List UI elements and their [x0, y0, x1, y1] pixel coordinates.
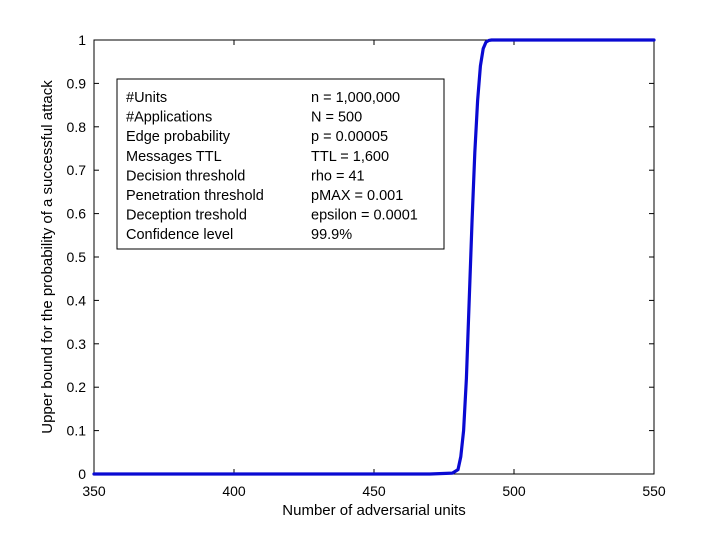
annotation-box: #Units n = 1,000,000 #Applications N = 500 E… [116, 78, 445, 250]
y-tick-label: 0.2 [67, 379, 87, 395]
annotation-value: pMAX = 0.001 [311, 188, 403, 204]
x-axis-ticks: 350 400 450 500 550 [82, 40, 666, 499]
annotation-value: rho = 41 [311, 168, 365, 184]
y-tick-label: 0.8 [67, 119, 87, 135]
annotation-value: n = 1,000,000 [311, 90, 400, 106]
annotation-label: Confidence level [126, 227, 233, 243]
y-tick-label: 0.5 [67, 249, 87, 265]
y-tick-label: 1 [78, 32, 86, 48]
x-tick-label: 550 [642, 483, 666, 499]
x-tick-label: 500 [502, 483, 526, 499]
annotation-label: Penetration threshold [126, 188, 264, 204]
series-layer [92, 38, 656, 476]
y-tick-label: 0.1 [67, 423, 87, 439]
annotation-label: #Applications [126, 110, 212, 126]
annotation-label: Edge probability [126, 129, 231, 145]
annotation-box-frame [116, 78, 445, 250]
annotation-value: epsilon = 0.0001 [311, 208, 418, 224]
series-line [92, 38, 656, 476]
annotation-value: p = 0.00005 [311, 129, 388, 145]
annotation-value: 99.9% [311, 227, 352, 243]
y-tick-label: 0.9 [67, 75, 87, 91]
y-axis-label: Upper bound for the probability of a suc… [39, 80, 56, 434]
annotation-value: N = 500 [311, 110, 362, 126]
y-tick-label: 0 [78, 466, 86, 482]
annotation-rows: #Units n = 1,000,000 #Applications N = 500 E… [126, 90, 418, 243]
annotation-label: Messages TTL [126, 149, 222, 165]
annotation-label: Deception treshold [126, 208, 247, 224]
y-tick-label: 0.3 [67, 336, 87, 352]
annotation-label: Decision threshold [126, 168, 245, 184]
x-tick-label: 400 [222, 483, 246, 499]
y-tick-label: 0.4 [67, 292, 87, 308]
annotation-value: TTL = 1,600 [311, 149, 389, 165]
y-tick-label: 0.7 [67, 162, 87, 178]
y-tick-label: 0.6 [67, 206, 87, 222]
annotation-label: #Units [126, 90, 167, 106]
x-tick-label: 450 [362, 483, 386, 499]
x-tick-label: 350 [82, 483, 106, 499]
x-axis-label: Number of adversarial units [282, 502, 465, 519]
